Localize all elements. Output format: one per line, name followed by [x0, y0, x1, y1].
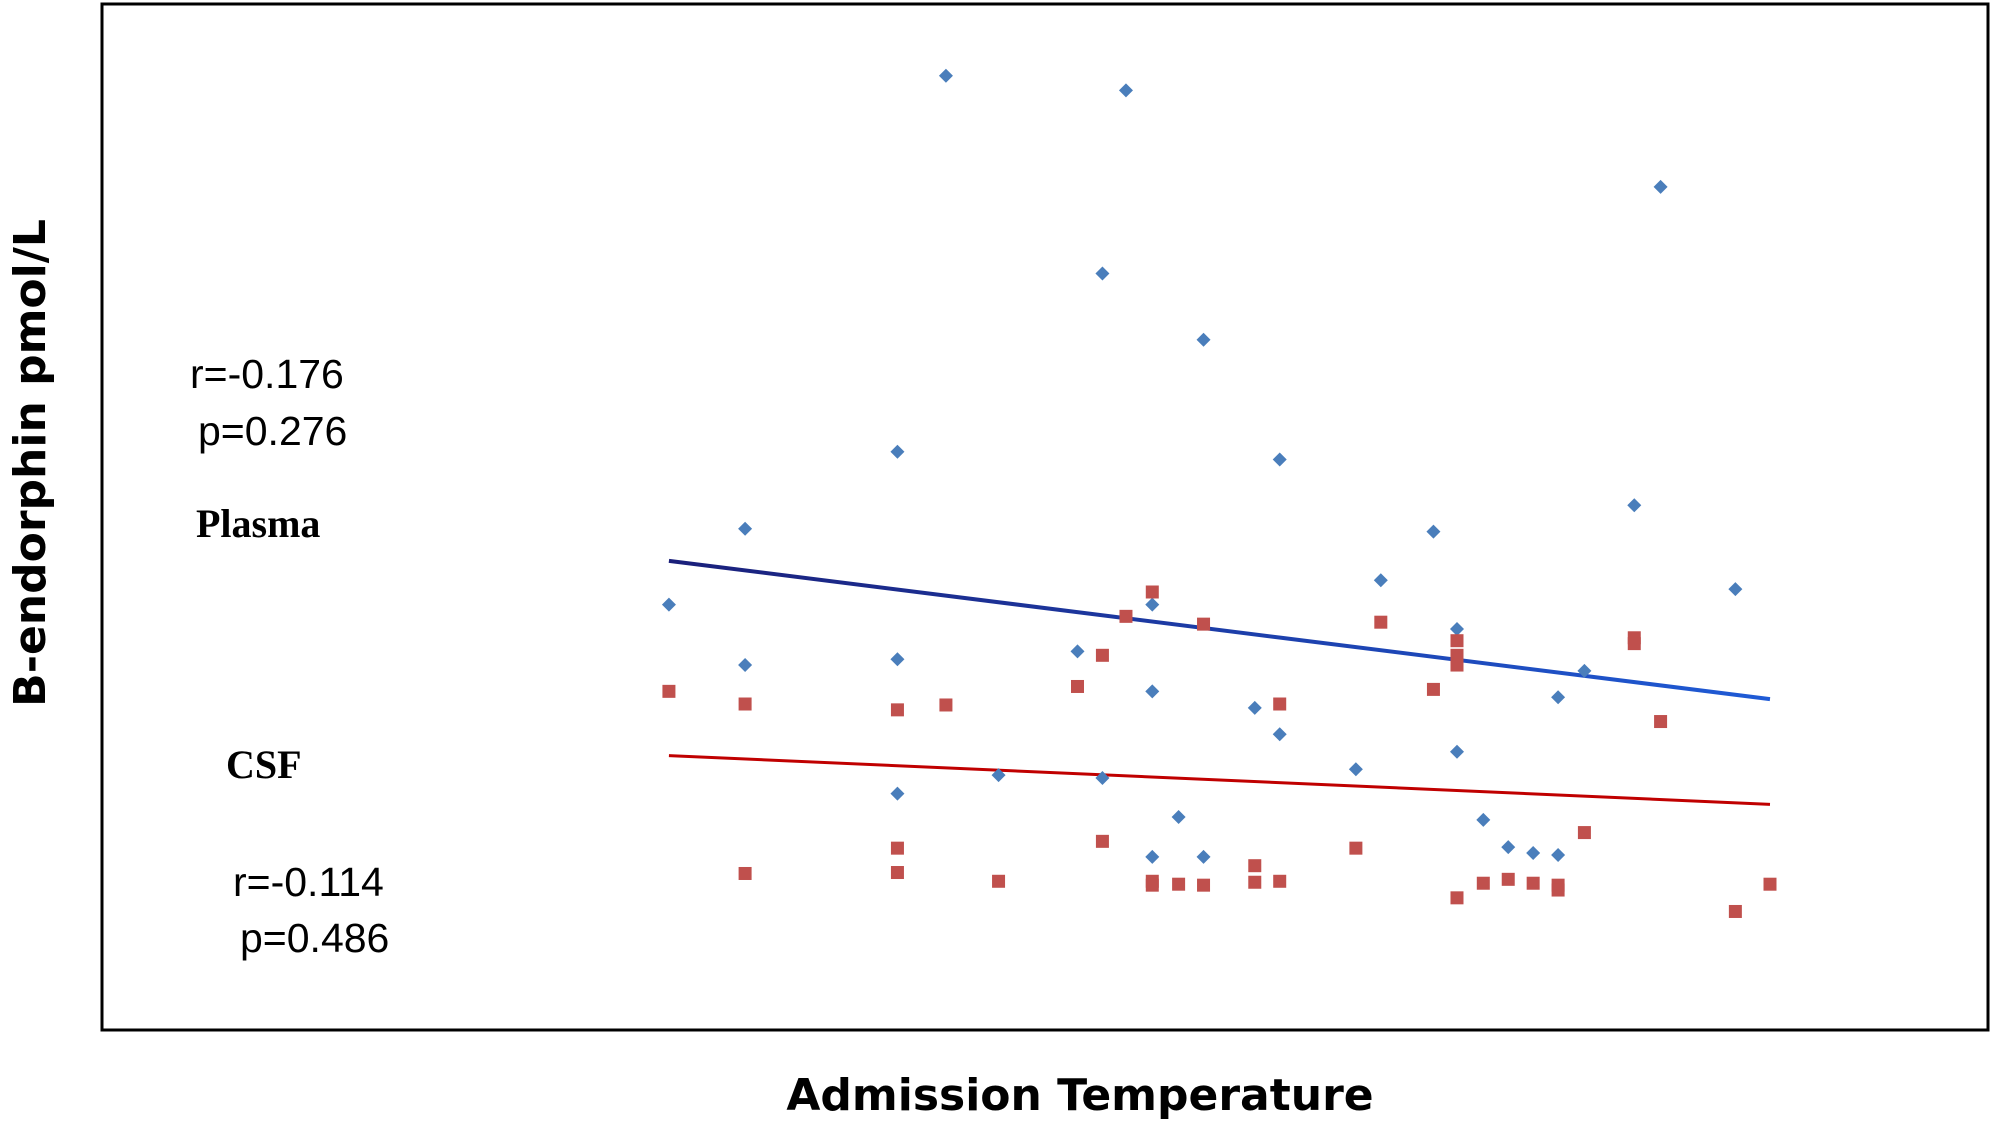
- plasma-series-label: Plasma: [196, 501, 320, 546]
- csf-point-27: [1450, 658, 1464, 672]
- csf-point-4: [890, 703, 904, 717]
- plasma-point-12: [1118, 83, 1133, 98]
- csf-point-6: [890, 866, 904, 880]
- plasma-point-18: [1196, 849, 1211, 864]
- plasma-point-20: [1272, 452, 1287, 467]
- csf-point-39: [1728, 904, 1742, 918]
- plasma-point-10: [1095, 266, 1110, 281]
- csf-point-28: [1426, 682, 1440, 696]
- csf-point-34: [1551, 883, 1565, 897]
- plasma-point-25: [1449, 622, 1464, 637]
- csf-point-8: [992, 874, 1006, 888]
- plasma-point-33: [1627, 498, 1642, 513]
- csf-point-21: [1273, 697, 1287, 711]
- csf-point-19: [1248, 859, 1262, 873]
- csf-point-31: [1501, 872, 1515, 886]
- plasma-point-21: [1272, 727, 1287, 742]
- csf-point-38: [1654, 715, 1668, 729]
- csf-point-3: [738, 866, 752, 880]
- plasma-r-value: r=-0.176: [190, 351, 344, 397]
- csf-p-value: p=0.486: [240, 915, 389, 961]
- plasma-point-19: [1247, 700, 1262, 715]
- csf-trendline: [668, 754, 1771, 806]
- csf-point-1: [662, 684, 676, 698]
- csf-point-35: [1577, 826, 1591, 840]
- plasma-point-4: [890, 444, 905, 459]
- plasma-point-9: [1070, 644, 1085, 659]
- csf-point-22: [1273, 874, 1287, 888]
- plasma-point-6: [890, 786, 905, 801]
- plasma-point-35: [1728, 582, 1743, 597]
- csf-point-17: [1197, 617, 1211, 631]
- plot-area-frame: [100, 2, 1990, 1032]
- trendlines: [668, 558, 1771, 806]
- csf-point-25: [1450, 634, 1464, 648]
- plasma-point-17: [1196, 332, 1211, 347]
- csf-point-5: [890, 841, 904, 855]
- plasma-point-3: [738, 658, 753, 673]
- plasma-point-26: [1449, 744, 1464, 759]
- csf-point-7: [939, 698, 953, 712]
- csf-point-30: [1476, 876, 1490, 890]
- csf-r-value: r=-0.114: [233, 859, 384, 905]
- plasma-point-1: [661, 597, 676, 612]
- plasma-point-5: [890, 652, 905, 667]
- y-axis-title: B-endorphin pmol/L: [5, 219, 56, 707]
- plasma-point-8: [991, 768, 1006, 783]
- data-points: [661, 68, 1777, 918]
- csf-point-24: [1374, 615, 1388, 629]
- plasma-p-value: p=0.276: [198, 408, 347, 454]
- plasma-point-15: [1145, 849, 1160, 864]
- csf-point-37: [1627, 637, 1641, 651]
- plasma-point-14: [1145, 684, 1160, 699]
- csf-point-29: [1450, 891, 1464, 905]
- csf-point-12: [1119, 609, 1133, 623]
- plasma-point-28: [1501, 840, 1516, 855]
- csf-point-11: [1095, 834, 1109, 848]
- plasma-point-11: [1095, 771, 1110, 786]
- plasma-point-31: [1551, 847, 1566, 862]
- csf-point-9: [1071, 679, 1084, 693]
- plasma-point-32: [1577, 663, 1592, 678]
- csf-point-15: [1145, 878, 1159, 892]
- plasma-point-16: [1171, 809, 1186, 824]
- csf-point-10: [1095, 648, 1109, 662]
- plasma-point-23: [1373, 573, 1388, 588]
- plasma-point-29: [1526, 846, 1541, 861]
- csf-point-16: [1172, 877, 1186, 891]
- plasma-point-22: [1348, 762, 1363, 777]
- csf-series-label: CSF: [226, 742, 302, 787]
- plasma-point-2: [738, 521, 753, 536]
- plasma-point-13: [1145, 597, 1160, 612]
- plasma-point-34: [1653, 179, 1668, 194]
- csf-point-13: [1145, 585, 1159, 599]
- csf-point-40: [1763, 877, 1777, 891]
- csf-point-18: [1197, 878, 1211, 892]
- csf-point-32: [1526, 876, 1540, 890]
- plasma-point-24: [1426, 524, 1441, 539]
- plasma-trendline: [668, 558, 1771, 702]
- csf-point-23: [1349, 841, 1363, 855]
- plasma-point-7: [938, 68, 953, 83]
- plasma-point-27: [1476, 812, 1491, 827]
- plasma-point-30: [1551, 690, 1566, 705]
- x-axis-title: Admission Temperature: [786, 1070, 1373, 1121]
- csf-point-2: [738, 697, 752, 711]
- csf-point-20: [1248, 875, 1262, 889]
